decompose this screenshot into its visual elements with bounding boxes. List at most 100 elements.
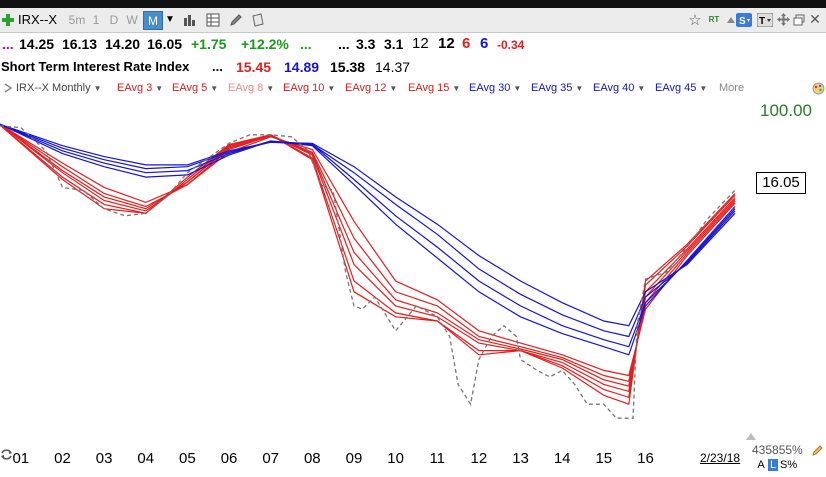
short-term-avg-value: 15.45	[236, 59, 272, 75]
scale-arith-toggle[interactable]: A	[757, 459, 765, 471]
restore-window-icon[interactable]	[792, 11, 806, 28]
low-value: 14.20	[105, 36, 141, 52]
legend-label: EAvg 15	[408, 82, 450, 94]
palette-icon[interactable]	[812, 82, 825, 98]
legend-more-link[interactable]: More	[719, 82, 745, 94]
legend-eavg-12[interactable]: EAvg 12 ▼	[345, 82, 397, 94]
scale-log-toggle[interactable]: L	[768, 459, 778, 471]
x-tick-label: 02	[54, 450, 71, 467]
legend-label: EAvg 8	[228, 82, 264, 94]
edit-axis-pencil-icon[interactable]	[812, 443, 824, 461]
refresh-icon[interactable]	[0, 448, 13, 466]
change-pct: +12.2%	[241, 36, 289, 52]
chevron-down-icon: ▼	[327, 84, 336, 93]
legend-label: EAvg 45	[655, 82, 697, 94]
stat-value-1: 3.3	[356, 36, 376, 52]
favorite-star-icon[interactable]: ☆	[688, 11, 702, 29]
chevron-down-icon: ▼	[155, 84, 164, 93]
chevron-down-icon: ▼	[210, 84, 219, 93]
interval-month[interactable]: M	[143, 11, 163, 30]
legend-eavg-40[interactable]: EAvg 40 ▼	[593, 82, 645, 94]
draw-pencil-icon[interactable]	[228, 11, 244, 28]
chevron-down-icon: ▼	[575, 84, 584, 93]
x-tick-label: 12	[471, 450, 488, 467]
open-value: 14.25	[19, 36, 55, 52]
quote-line: ... 14.25 16.13 14.20 16.05 +1.75 +12.2%…	[0, 35, 826, 56]
value-4: 14.37	[375, 59, 411, 75]
legend-label: EAvg 5	[172, 82, 208, 94]
stat-value-3: 12	[412, 35, 429, 52]
axis-scroll-arrow-icon[interactable]	[745, 428, 757, 446]
interval-1[interactable]: 1	[92, 12, 100, 27]
legend-eavg-3[interactable]: EAvg 3 ▼	[117, 82, 163, 94]
legend-eavg-45[interactable]: EAvg 45 ▼	[655, 82, 707, 94]
green-dots: ...	[300, 36, 312, 52]
rt-arrow-icon[interactable]	[723, 11, 739, 28]
last-price-box: 16.05	[756, 172, 806, 194]
neg-change: -0.34	[497, 38, 525, 52]
x-tick-label: 14	[554, 450, 571, 467]
instrument-name: Short Term Interest Rate Index	[1, 59, 190, 74]
interval-dropdown-icon[interactable]: ▼	[165, 14, 175, 25]
name-ellipsis: ...	[212, 59, 223, 74]
close-icon[interactable]: ✕	[809, 11, 821, 27]
series-line-eavg-5	[0, 124, 736, 399]
x-tick-label: 04	[137, 450, 154, 467]
legend-label: EAvg 40	[593, 82, 635, 94]
legend-expand-icon[interactable]	[3, 83, 13, 96]
symbol-label[interactable]: IRX--X	[18, 12, 57, 27]
legend-eavg-8[interactable]: EAvg 8 ▼	[228, 82, 274, 94]
legend-eavg-30[interactable]: EAvg 30 ▼	[469, 82, 521, 94]
chevron-down-icon: ▼	[513, 84, 522, 93]
legend-label: EAvg 12	[345, 82, 387, 94]
series-line-eavg-35	[0, 123, 736, 348]
bar-chart-icon[interactable]	[182, 11, 198, 28]
x-tick-label: 06	[221, 450, 238, 467]
legend-label: EAvg 35	[531, 82, 573, 94]
add-plus-icon[interactable]	[0, 11, 16, 28]
stock-search-icon[interactable]: S	[735, 11, 753, 28]
stat-value-4: 12	[438, 35, 455, 52]
series-line-eavg-12	[0, 123, 736, 383]
legend-eavg-15[interactable]: EAvg 15 ▼	[408, 82, 460, 94]
stat-value-2: 3.1	[384, 36, 404, 52]
x-tick-label: 05	[179, 450, 196, 467]
interval-week[interactable]: W	[126, 12, 138, 27]
chevron-down-icon: ▼	[699, 84, 708, 93]
indicator-legend: IRX--X Monthly ▼ EAvg 3 ▼ EAvg 5 ▼ EAvg 8 ▼ …	[0, 80, 826, 99]
interval-day[interactable]: D	[109, 12, 119, 27]
legend-eavg-35[interactable]: EAvg 35 ▼	[531, 82, 583, 94]
series-line-eavg-10	[0, 123, 736, 387]
plot-area	[0, 123, 736, 419]
legend-eavg-10[interactable]: EAvg 10 ▼	[283, 82, 335, 94]
chevron-down-icon: ▼	[93, 84, 102, 93]
scale-pct-toggle[interactable]: S%	[780, 459, 798, 471]
annotation-note-icon[interactable]	[250, 11, 266, 28]
red-count: 6	[462, 35, 471, 52]
legend-symbol[interactable]: IRX--X Monthly ▼	[16, 82, 102, 94]
template-icon[interactable]: T	[756, 11, 774, 28]
move-arrows-icon[interactable]	[776, 11, 790, 28]
chart-toolbar: IRX--X 5m 1 D W M ▼ ☆ RT S T ✕	[0, 8, 826, 33]
high-value: 16.13	[62, 36, 98, 52]
svg-text:S: S	[739, 16, 746, 27]
series-line-eavg-30	[0, 123, 736, 356]
realtime-label[interactable]: RT	[708, 15, 720, 24]
series-line-eavg-40	[0, 123, 736, 338]
x-tick-label: 15	[595, 450, 612, 467]
chevron-down-icon: ▼	[452, 84, 461, 93]
x-tick-label: 16	[637, 450, 654, 467]
close-value: 16.05	[147, 36, 183, 52]
x-tick-label: 03	[96, 450, 113, 467]
chevron-down-icon: ▼	[389, 84, 398, 93]
chevron-down-icon: ▼	[266, 84, 275, 93]
indicators-grid-icon[interactable]	[205, 11, 221, 28]
interval-5m[interactable]: 5m	[68, 12, 86, 27]
axis-bottom-value: 435855%	[752, 443, 803, 457]
blue-count: 6	[480, 35, 489, 52]
long-term-avg-value: 14.89	[284, 59, 320, 75]
legend-label: EAvg 30	[469, 82, 511, 94]
black-dots: ...	[338, 36, 350, 52]
legend-eavg-5[interactable]: EAvg 5 ▼	[172, 82, 218, 94]
